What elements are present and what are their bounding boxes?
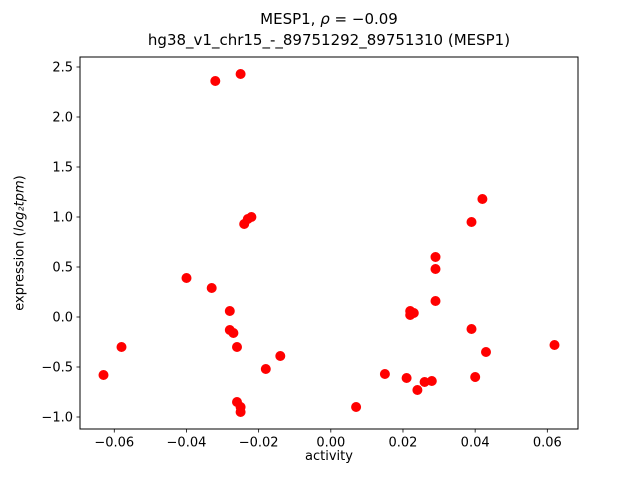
data-point bbox=[224, 306, 235, 316]
x-axis-label: activity bbox=[305, 449, 353, 464]
data-point bbox=[206, 283, 217, 293]
x-tick-label: 0.04 bbox=[461, 436, 490, 451]
y-tick-label: −1.0 bbox=[41, 411, 73, 426]
data-point bbox=[466, 217, 477, 227]
data-point bbox=[116, 342, 127, 352]
data-point bbox=[228, 328, 239, 338]
data-point bbox=[235, 407, 246, 417]
chart-subtitle: hg38_v1_chr15_-_89751292_89751310 (MESP1… bbox=[147, 31, 511, 49]
y-tick-label: 1.0 bbox=[52, 211, 73, 226]
x-tick-label: 0.06 bbox=[533, 436, 562, 451]
y-tick-label: 0.0 bbox=[52, 311, 73, 326]
data-point bbox=[260, 364, 271, 374]
data-point bbox=[412, 385, 423, 395]
data-point bbox=[549, 340, 560, 350]
data-point bbox=[470, 372, 481, 382]
data-point bbox=[246, 212, 257, 222]
data-point bbox=[401, 373, 412, 383]
data-point bbox=[232, 342, 242, 352]
data-point bbox=[379, 369, 390, 379]
data-point bbox=[466, 324, 477, 334]
chart-title-correlation: = −0.09 bbox=[329, 10, 398, 28]
chart-title: MESP1, ρ = −0.09 bbox=[80, 9, 578, 29]
data-point bbox=[481, 347, 491, 357]
data-point bbox=[210, 76, 221, 86]
ticks-layer: −0.06 −0.04 −0.02 0.00 0.02 0.04 0.06 −1.0 −0.5 0… bbox=[41, 61, 561, 451]
y-tick-label: 2.5 bbox=[52, 61, 73, 76]
data-point bbox=[351, 402, 362, 412]
x-tick-label: −0.06 bbox=[94, 436, 134, 451]
y-tick-label: 1.5 bbox=[52, 161, 73, 176]
data-point bbox=[430, 296, 441, 306]
x-tick-label: −0.02 bbox=[239, 436, 279, 451]
data-point bbox=[426, 376, 437, 386]
data-point bbox=[235, 69, 246, 79]
data-point bbox=[477, 194, 488, 204]
x-tick-label: −0.04 bbox=[167, 436, 207, 451]
points-layer bbox=[98, 69, 560, 417]
data-point bbox=[430, 252, 441, 262]
data-point bbox=[98, 370, 109, 380]
x-tick-label: 0.00 bbox=[316, 436, 345, 451]
data-point bbox=[275, 351, 286, 361]
y-tick-label: 2.0 bbox=[52, 111, 73, 126]
data-point bbox=[181, 273, 192, 283]
axes-frame bbox=[79, 56, 579, 430]
x-tick-label: 0.02 bbox=[389, 436, 418, 451]
rho-symbol: ρ bbox=[320, 10, 330, 28]
y-tick-label: −0.5 bbox=[41, 361, 73, 376]
data-point bbox=[430, 264, 441, 274]
data-point bbox=[408, 308, 419, 318]
chart-title-prefix: MESP1, bbox=[260, 10, 321, 28]
y-tick-label: 0.5 bbox=[52, 261, 73, 276]
